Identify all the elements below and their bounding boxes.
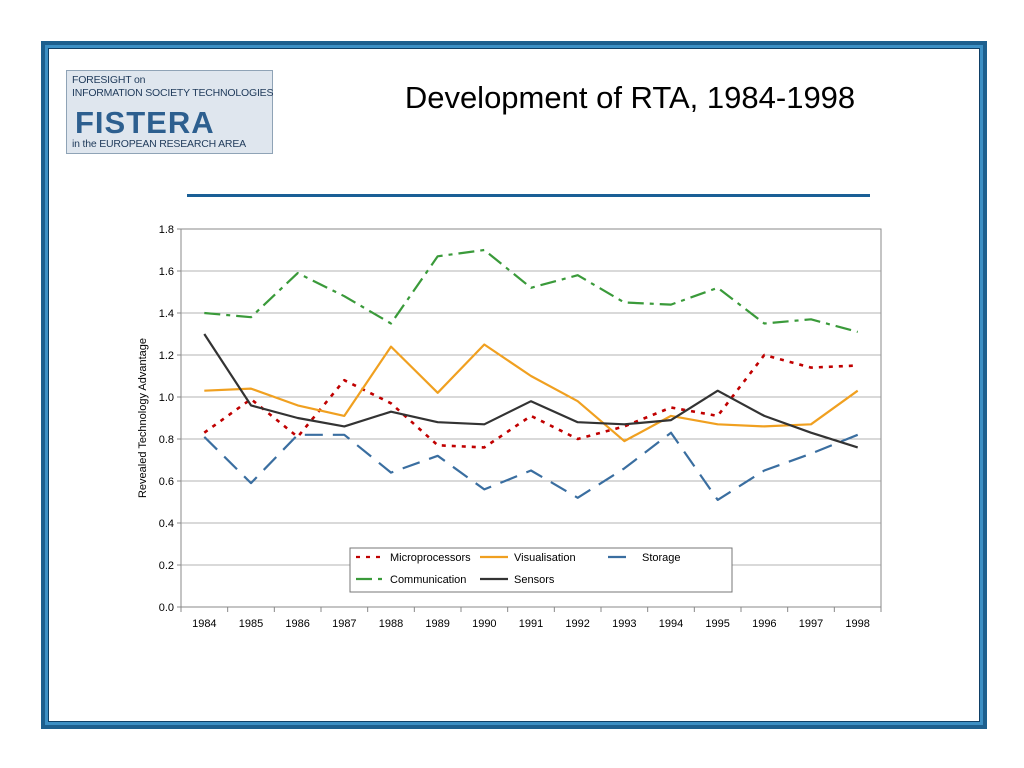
logo-line-1: FORESIGHT on [72, 74, 146, 86]
x-tick-label: 1998 [845, 618, 869, 630]
x-tick-label: 1988 [379, 618, 403, 630]
x-tick-label: 1995 [705, 618, 729, 630]
x-tick-label: 1984 [192, 618, 216, 630]
x-tick-label: 1993 [612, 618, 636, 630]
x-tick-label: 1986 [285, 618, 309, 630]
series-line-sensors [203, 333, 859, 449]
x-tick-label: 1992 [565, 618, 589, 630]
y-tick-label: 1.0 [159, 392, 174, 404]
legend-label-microprocessors: Microprocessors [390, 552, 471, 564]
x-tick-label: 1987 [332, 618, 356, 630]
line-chart: 0.0 0.2 0.4 0.6 0.8 1.0 1.2 1.4 1.6 1.8 1984 1985 19… [137, 224, 882, 630]
y-tick-label: 1.6 [159, 266, 174, 278]
x-tick-label: 1985 [239, 618, 263, 630]
y-tick-label: 0.6 [159, 476, 174, 488]
legend-label-storage: Storage [642, 552, 681, 564]
y-axis-label: Revealed Technology Advantage [137, 338, 149, 498]
x-tick-label: 1991 [519, 618, 543, 630]
x-tick-label: 1997 [799, 618, 823, 630]
x-tick-label: 1994 [659, 618, 683, 630]
y-tick-label: 0.8 [159, 434, 174, 446]
fistera-logo: FORESIGHT on INFORMATION SOCIETY TECHNOL… [66, 70, 273, 154]
logo-wordmark: FISTERA [75, 105, 215, 140]
y-tick-label: 0.2 [159, 560, 174, 572]
legend-label-communication: Communication [390, 574, 466, 586]
series-line-visualisation [204, 343, 859, 443]
series-line-microprocessors [203, 353, 858, 449]
title-underline [187, 194, 870, 197]
series-line-storage [203, 431, 859, 501]
x-tick-label: 1989 [425, 618, 449, 630]
legend-label-visualisation: Visualisation [514, 552, 576, 564]
y-tick-label: 0.0 [159, 602, 174, 614]
series-line-communication [204, 248, 858, 333]
slide-title: Development of RTA, 1984-1998 [404, 80, 856, 115]
x-tick-label: 1996 [752, 618, 776, 630]
y-tick-label: 1.4 [159, 308, 174, 320]
y-tick-label: 0.4 [159, 518, 174, 530]
x-tick-label: 1990 [472, 618, 496, 630]
legend-label-sensors: Sensors [514, 574, 555, 586]
legend-box [349, 547, 733, 593]
logo-line-2: INFORMATION SOCIETY TECHNOLOGIES [72, 87, 274, 99]
y-tick-label: 1.2 [159, 350, 174, 362]
logo-line-3: in the EUROPEAN RESEARCH AREA [72, 138, 246, 150]
y-tick-label: 1.8 [159, 224, 174, 236]
